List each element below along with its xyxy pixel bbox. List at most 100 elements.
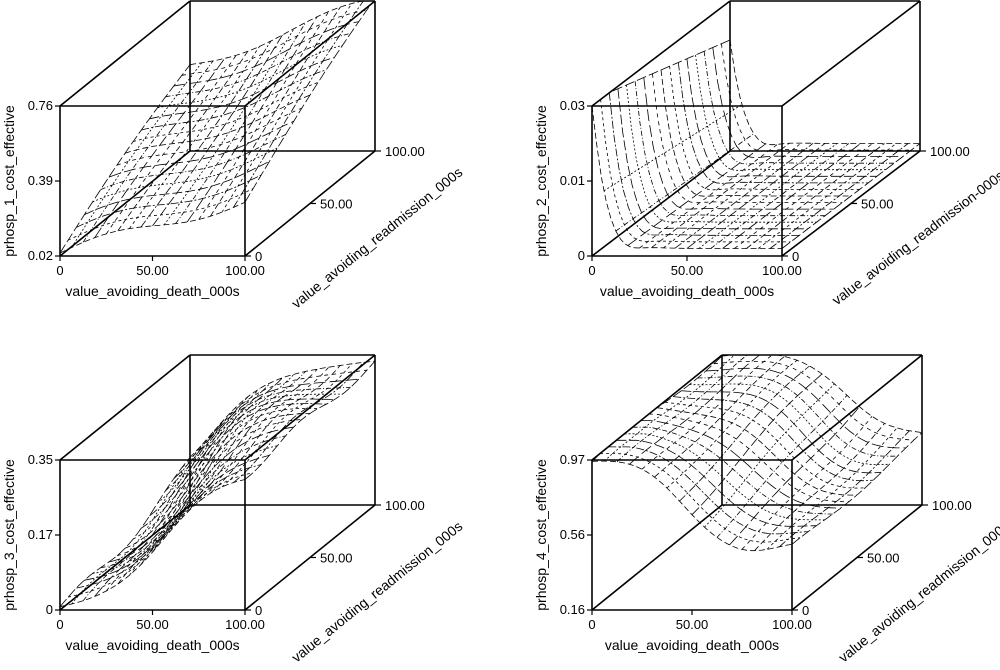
x-tick-label: 0	[56, 617, 63, 632]
surface-line-y	[129, 388, 260, 576]
x-axis-title: value_avoiding_death_000s	[600, 283, 774, 299]
surface-line-y	[117, 396, 249, 585]
surface-line-y	[163, 28, 295, 226]
x-axis-title: value_avoiding_death_000s	[65, 283, 239, 299]
surface-line-y	[82, 431, 214, 601]
surface-line-x	[652, 73, 843, 204]
surface-line-y	[716, 395, 848, 538]
surface-line-x	[626, 84, 817, 223]
surface-line-y	[746, 143, 885, 249]
y-axis-title: value_avoiding_readmission_000s	[288, 518, 465, 665]
surface-line-y	[698, 143, 838, 249]
y-axis-title: value_avoiding_readmission_000s	[288, 164, 465, 311]
z-axis-title: prhosp_3_cost_effective	[1, 459, 17, 611]
surface-line-y	[603, 104, 743, 192]
x-tick-label: 50.00	[136, 263, 169, 278]
surface-line-y	[722, 143, 861, 249]
surface-line-y	[175, 22, 306, 224]
x-tick-label: 0	[588, 617, 595, 632]
surface-line-x	[116, 419, 302, 557]
surface-line-x	[124, 413, 311, 549]
surface-mesh	[591, 39, 921, 249]
z-tick-label: 0.97	[560, 452, 585, 467]
surface-line-x	[697, 375, 898, 457]
y-tick-label: 0	[255, 249, 262, 264]
surface-line-y	[663, 142, 802, 249]
surface-line-y	[233, 362, 364, 483]
surface-line-x	[108, 426, 294, 563]
surface-line-x	[116, 107, 303, 166]
surface-plot-2: 00.010.030 50.00 100.00050.00100.00value_a…	[533, 0, 1000, 308]
surface-line-y	[209, 6, 341, 217]
surface-line-x	[157, 44, 343, 109]
box-edge	[244, 0, 376, 107]
surface-line-y	[117, 51, 249, 232]
surface-line-y	[163, 373, 295, 539]
surface-line-y	[186, 368, 318, 513]
y-tick-label: 50.00	[320, 197, 353, 212]
surface-line-x	[76, 464, 262, 589]
surface-line-y	[94, 418, 226, 597]
surface-plot-4: 0.160.560.970 50.00 100.00050.00100.00valu…	[533, 354, 1000, 665]
box-edge	[59, 0, 191, 107]
surface-line-x	[165, 386, 351, 491]
surface-line-x	[132, 82, 319, 142]
surface-line-x	[149, 57, 335, 120]
x-tick-label: 50.00	[136, 617, 169, 632]
surface-line-y	[651, 142, 790, 249]
surface-line-x	[189, 0, 375, 66]
surface-line-y	[94, 58, 226, 238]
z-tick-label: 0	[46, 602, 53, 617]
y-tick-label: 100.00	[385, 144, 425, 159]
surface-line-y	[615, 133, 755, 232]
surface-line-x	[141, 69, 327, 131]
surface-line-y	[59, 64, 191, 254]
surface-line-x	[713, 361, 914, 441]
surface-line-x	[608, 446, 809, 535]
surface-line-y	[754, 423, 885, 551]
surface-line-y	[691, 373, 823, 515]
surface-line-x	[165, 33, 351, 98]
surface-line-y	[741, 416, 873, 550]
box-edge	[591, 0, 731, 107]
surface-line-x	[92, 147, 278, 203]
surface-line-x	[616, 439, 817, 527]
surface-line-y	[244, 0, 376, 203]
z-tick-label: 0.02	[28, 248, 53, 263]
surface-line-x	[705, 367, 906, 449]
surface-line-x	[108, 120, 294, 178]
x-tick-label: 100.00	[225, 617, 265, 632]
surface-line-y	[591, 355, 723, 462]
z-tick-label: 0.56	[560, 527, 585, 542]
surface-line-y	[779, 430, 910, 547]
x-tick-label: 100.00	[772, 617, 812, 632]
surface-line-y	[244, 360, 376, 480]
surface-line-y	[766, 427, 898, 550]
x-tick-label: 0	[56, 263, 63, 278]
surface-line-y	[627, 143, 766, 247]
surface-line-x	[729, 39, 920, 146]
z-axis-title: prhosp_2_cost_effective	[533, 105, 549, 257]
surface-line-x	[634, 81, 826, 217]
surface-line-y	[105, 406, 237, 592]
surface-mesh	[59, 0, 376, 254]
box-edge	[59, 150, 191, 257]
z-axis-title: prhosp_4_cost_effective	[533, 459, 549, 611]
y-tick-label: 100.00	[385, 498, 425, 513]
surface-line-y	[152, 34, 283, 227]
x-tick-label: 100.00	[225, 263, 265, 278]
surface-line-x	[665, 401, 866, 489]
surface-line-x	[600, 453, 801, 543]
surface-mesh	[59, 360, 376, 608]
surface-line-x	[189, 360, 376, 458]
surface-line-y	[769, 143, 909, 249]
surface-line-x	[703, 51, 895, 165]
x-tick-label: 50.00	[671, 263, 704, 278]
surface-line-y	[105, 54, 237, 235]
surface-line-y	[629, 354, 760, 465]
surface-line-x	[669, 66, 860, 191]
surface-line-x	[124, 94, 311, 154]
z-tick-label: 0.03	[560, 98, 585, 113]
surface-line-y	[175, 371, 306, 526]
